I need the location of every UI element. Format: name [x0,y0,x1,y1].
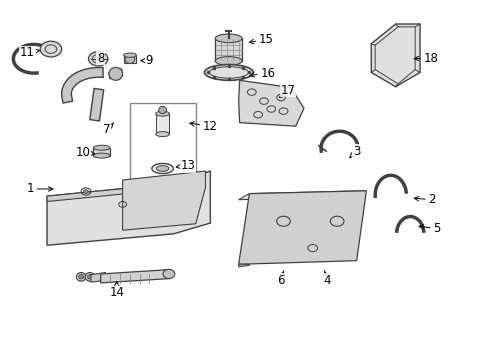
Ellipse shape [109,67,122,80]
Text: 5: 5 [418,222,440,235]
Ellipse shape [123,53,136,57]
Ellipse shape [215,34,242,42]
Text: 11: 11 [20,46,40,59]
Ellipse shape [83,190,88,193]
Ellipse shape [87,275,92,279]
Ellipse shape [88,51,108,66]
Ellipse shape [158,107,166,114]
Polygon shape [47,182,181,202]
Ellipse shape [215,57,242,65]
Polygon shape [238,191,366,264]
Text: 14: 14 [109,282,124,300]
Polygon shape [47,171,210,245]
Bar [130,103,195,180]
Text: 13: 13 [176,159,196,172]
Ellipse shape [85,273,95,281]
Text: 7: 7 [103,123,113,136]
Ellipse shape [156,111,169,116]
Ellipse shape [163,269,174,279]
Ellipse shape [156,166,168,171]
Polygon shape [370,24,419,87]
Polygon shape [156,114,169,134]
Ellipse shape [79,275,83,279]
Polygon shape [91,273,105,282]
Text: 4: 4 [323,271,330,287]
Polygon shape [101,270,168,283]
Text: 8: 8 [97,51,104,64]
Polygon shape [238,264,249,267]
Polygon shape [123,55,136,63]
Ellipse shape [40,41,61,57]
Text: 9: 9 [141,54,153,67]
Ellipse shape [125,55,135,63]
Polygon shape [238,191,366,200]
Polygon shape [93,148,110,156]
Text: 16: 16 [249,67,275,80]
Text: 10: 10 [75,145,95,158]
Text: 17: 17 [279,84,295,98]
Text: 3: 3 [349,145,360,158]
Ellipse shape [76,273,86,281]
Text: 6: 6 [277,271,284,287]
Text: 1: 1 [26,183,53,195]
Polygon shape [238,80,304,126]
Ellipse shape [93,145,110,150]
Text: 2: 2 [413,193,435,206]
Text: 12: 12 [189,120,218,133]
Ellipse shape [93,153,110,158]
Polygon shape [122,171,205,230]
Ellipse shape [204,64,253,80]
Polygon shape [109,69,122,79]
Text: 18: 18 [413,51,437,64]
Ellipse shape [156,132,169,136]
Polygon shape [215,39,242,61]
Text: 15: 15 [249,33,273,46]
